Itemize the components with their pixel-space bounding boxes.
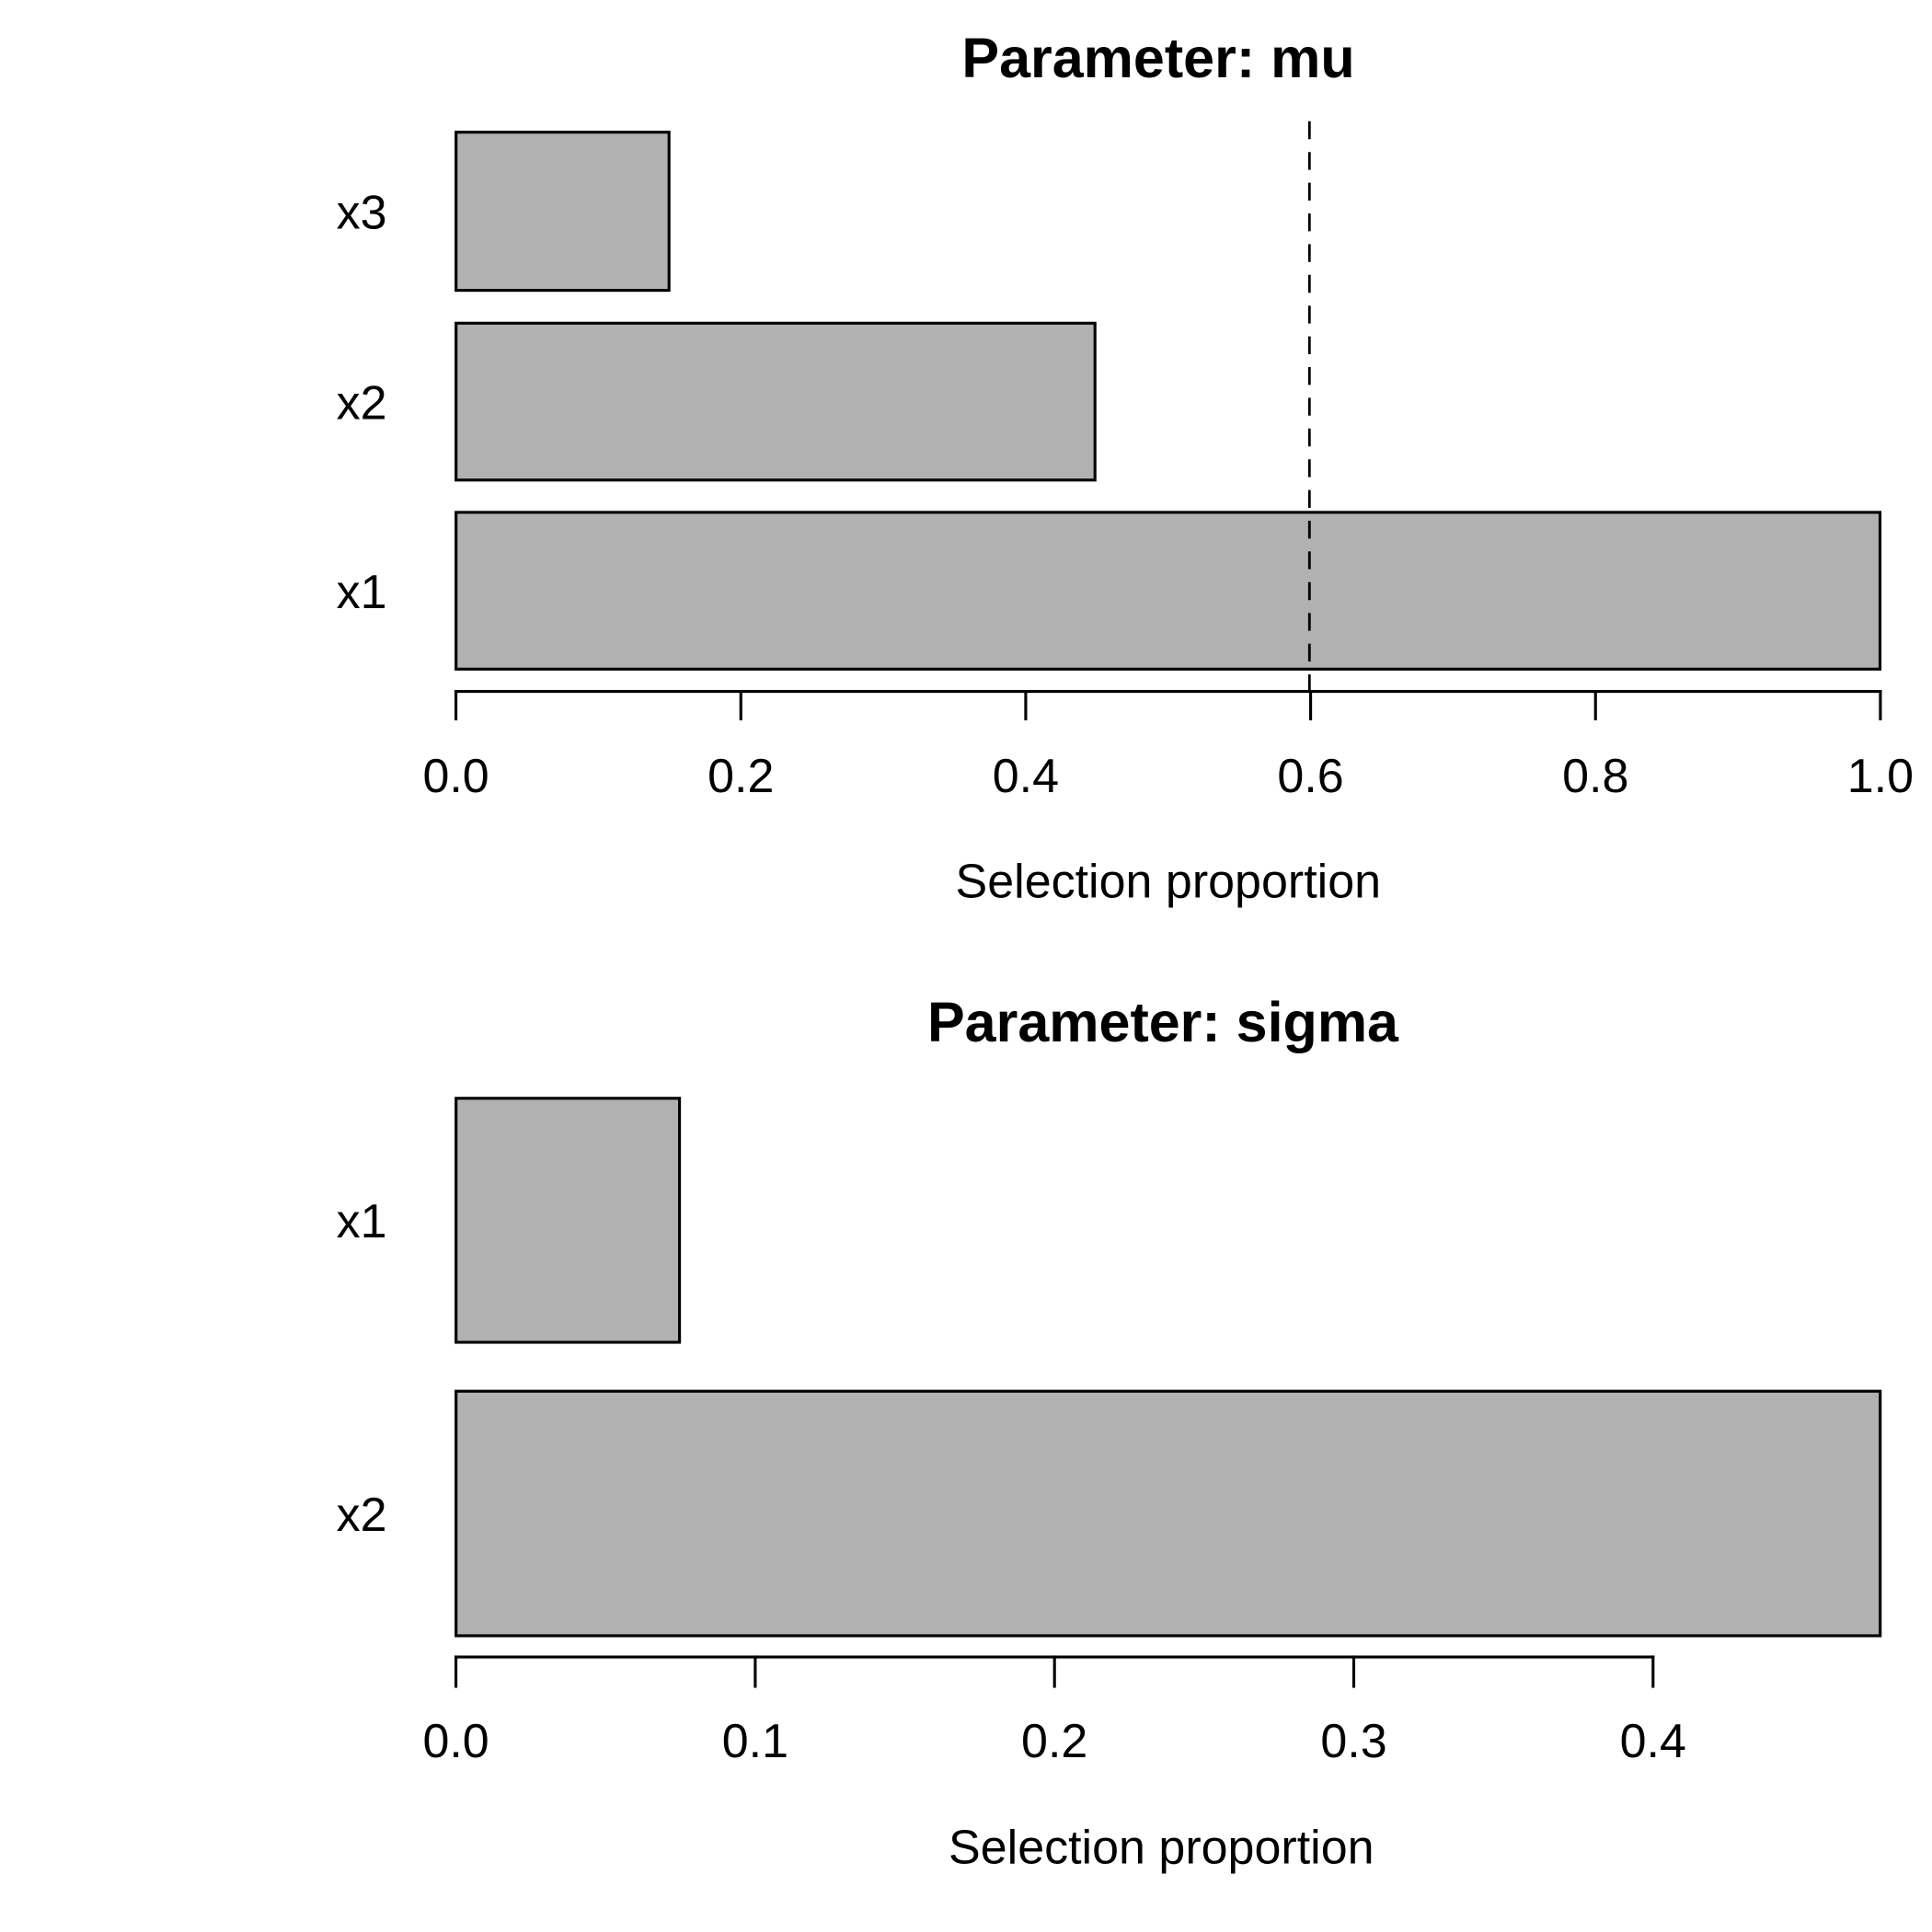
svg-text:x3: x3 (337, 187, 387, 240)
svg-text:x1: x1 (337, 1195, 387, 1248)
svg-text:1.0: 1.0 (1847, 750, 1914, 803)
svg-text:0.0: 0.0 (422, 750, 489, 803)
svg-text:0.8: 0.8 (1562, 750, 1628, 803)
svg-text:0.2: 0.2 (707, 750, 774, 803)
svg-text:0.6: 0.6 (1277, 750, 1343, 803)
svg-text:0.4: 0.4 (993, 750, 1059, 803)
svg-text:Parameter: sigma: Parameter: sigma (927, 991, 1399, 1053)
svg-text:0.1: 0.1 (722, 1715, 788, 1768)
svg-text:0.2: 0.2 (1021, 1715, 1087, 1768)
svg-text:Parameter: mu: Parameter: mu (961, 27, 1354, 89)
svg-text:x1: x1 (337, 566, 387, 619)
svg-text:x2: x2 (337, 1489, 387, 1542)
svg-text:0.4: 0.4 (1620, 1715, 1686, 1768)
svg-text:x2: x2 (337, 376, 387, 430)
svg-text:0.0: 0.0 (422, 1715, 489, 1768)
svg-text:0.3: 0.3 (1320, 1715, 1386, 1768)
svg-text:Selection proportion: Selection proportion (949, 1822, 1374, 1875)
svg-text:Selection proportion: Selection proportion (956, 856, 1382, 909)
